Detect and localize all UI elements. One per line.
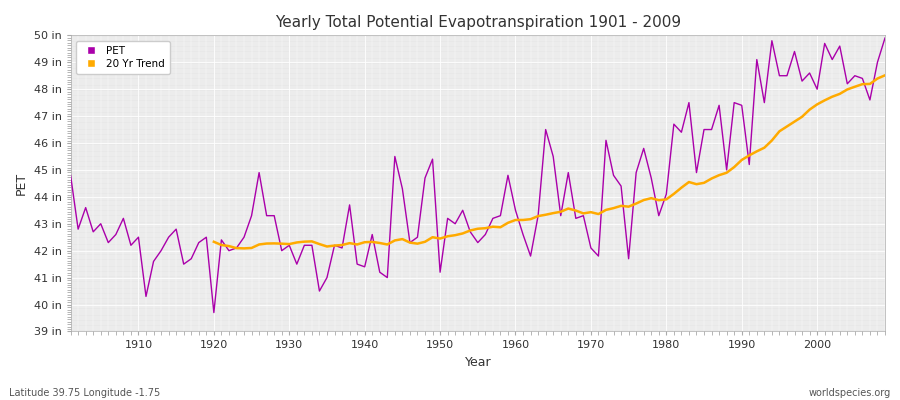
Legend: PET, 20 Yr Trend: PET, 20 Yr Trend (76, 40, 170, 74)
Text: Latitude 39.75 Longitude -1.75: Latitude 39.75 Longitude -1.75 (9, 388, 160, 398)
Text: worldspecies.org: worldspecies.org (809, 388, 891, 398)
X-axis label: Year: Year (464, 356, 491, 369)
Title: Yearly Total Potential Evapotranspiration 1901 - 2009: Yearly Total Potential Evapotranspiratio… (274, 15, 681, 30)
Y-axis label: PET: PET (15, 172, 28, 195)
